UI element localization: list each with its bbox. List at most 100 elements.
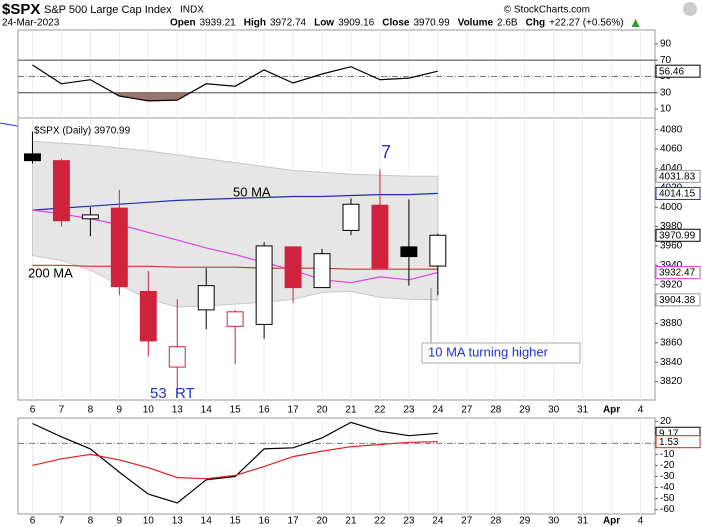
x-tick-label: 23 xyxy=(403,405,415,416)
last-value-label: 4031.83 xyxy=(659,171,696,182)
x-tick-label: 28 xyxy=(490,516,502,527)
y-tick-label: 30 xyxy=(660,87,672,98)
y-tick-label: 4000 xyxy=(660,202,683,213)
y-tick-label: 3960 xyxy=(660,241,683,252)
x-tick-label: 30 xyxy=(548,405,560,416)
x-tick-label: 17 xyxy=(288,405,300,416)
y-tick-label: 3920 xyxy=(660,279,683,290)
quote-value: +22.27 (+0.56%) xyxy=(549,18,624,29)
quote-label: High xyxy=(244,18,266,29)
x-tick-label: 10 xyxy=(143,405,155,416)
last-value-label: 9.17 xyxy=(659,428,679,439)
credit: © StockCharts.com xyxy=(504,5,590,16)
wave-label: 7 xyxy=(381,142,391,162)
x-tick-label: 31 xyxy=(577,516,589,527)
ma-label: 200 MA xyxy=(28,265,73,280)
candle-body xyxy=(342,203,360,231)
callout-box xyxy=(421,342,581,364)
x-tick-label: 27 xyxy=(461,516,473,527)
quote-line: Open 3939.21 High 3972.74 Low 3909.16 Close 397… xyxy=(170,18,640,29)
moving-average xyxy=(32,264,438,270)
y-tick-label: 70 xyxy=(660,55,672,66)
x-tick-label: Apr xyxy=(603,516,620,527)
x-tick-label: 7 xyxy=(59,516,65,527)
y-tick-label: 3840 xyxy=(660,357,683,368)
x-tick-label: 22 xyxy=(374,516,386,527)
x-tick-label: 13 xyxy=(172,516,184,527)
x-tick-label: 17 xyxy=(288,516,300,527)
y-tick-label: -50 xyxy=(660,493,675,504)
exchange: INDX xyxy=(180,5,204,16)
y-tick-label: 10 xyxy=(660,104,672,115)
indicator-line xyxy=(32,64,438,102)
candle-body xyxy=(168,346,186,368)
x-tick-label: 21 xyxy=(345,405,357,416)
quote-label: Close xyxy=(382,18,410,29)
x-tick-label: 27 xyxy=(461,405,473,416)
x-tick-label: 24 xyxy=(432,516,444,527)
last-value-box xyxy=(655,186,701,200)
x-tick-label: 23 xyxy=(403,516,415,527)
candle-body xyxy=(110,207,128,288)
last-value-label: 3904.38 xyxy=(659,295,696,306)
quote-label: Open xyxy=(170,18,196,29)
last-value-box xyxy=(655,293,701,307)
last-value-box xyxy=(655,266,701,280)
moving-average xyxy=(32,209,438,284)
candle-body xyxy=(139,290,157,342)
x-tick-label: 4 xyxy=(638,405,644,416)
moving-average xyxy=(32,192,438,211)
x-tick-label: 14 xyxy=(201,405,213,416)
x-tick-label: 16 xyxy=(259,405,271,416)
panel-frame xyxy=(17,29,656,119)
last-value-box xyxy=(655,64,701,78)
x-tick-label: 14 xyxy=(201,516,213,527)
y-tick-label: -10 xyxy=(660,449,675,460)
x-tick-label: 9 xyxy=(117,405,123,416)
candle-body xyxy=(52,160,70,222)
y-tick-label: 3860 xyxy=(660,337,683,348)
x-tick-label: 7 xyxy=(59,405,65,416)
last-value-box xyxy=(655,228,701,242)
x-tick-label: 29 xyxy=(519,516,531,527)
y-tick-label: 4040 xyxy=(660,163,683,174)
candle-body xyxy=(81,214,99,220)
x-tick-label: 16 xyxy=(259,516,271,527)
candle-body xyxy=(255,245,273,325)
last-value-box xyxy=(655,435,701,449)
y-tick-label: 3940 xyxy=(660,260,683,271)
ma-label: 50 MA xyxy=(233,184,271,199)
low-label: 53 RT xyxy=(150,385,195,402)
y-tick-label: 4060 xyxy=(660,144,683,155)
x-tick-label: 9 xyxy=(117,516,123,527)
last-value-label: 3970.99 xyxy=(659,230,696,241)
x-tick-label: 8 xyxy=(88,405,94,416)
x-tick-label: 4 xyxy=(638,516,644,527)
y-tick-label: -30 xyxy=(660,471,675,482)
candle-body xyxy=(24,153,41,162)
candle-body xyxy=(226,311,244,327)
candle-body xyxy=(400,246,418,258)
x-tick-label: 13 xyxy=(172,405,184,416)
price-legend: $SPX (Daily) 3970.99 xyxy=(34,126,131,137)
up-arrow xyxy=(631,19,640,27)
x-tick-label: 8 xyxy=(88,516,94,527)
y-tick-label: 4080 xyxy=(660,124,683,135)
date: 24-Mar-2023 xyxy=(2,18,60,29)
x-tick-label: 10 xyxy=(143,516,155,527)
x-tick-label: 6 xyxy=(30,516,36,527)
candle-body xyxy=(313,253,331,289)
indicator-line xyxy=(32,441,438,480)
panel-frame xyxy=(17,417,656,515)
x-tick-label: 20 xyxy=(316,516,328,527)
last-value-box xyxy=(655,169,701,183)
x-tick-label: 29 xyxy=(519,405,531,416)
settings-icon[interactable] xyxy=(683,2,697,16)
candle-body xyxy=(284,246,302,289)
x-tick-label: Apr xyxy=(603,405,620,416)
last-value-label: 56.46 xyxy=(659,66,684,77)
last-value-label: 3932.47 xyxy=(659,268,696,279)
x-tick-label: 30 xyxy=(548,516,560,527)
candle-body xyxy=(197,285,215,311)
